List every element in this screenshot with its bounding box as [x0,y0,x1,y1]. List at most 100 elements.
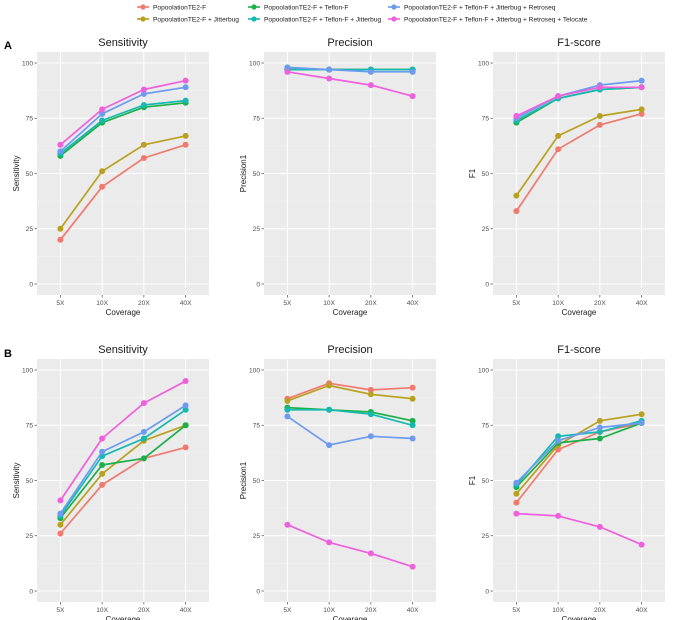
series-line [287,66,413,73]
x-tick-label: 10X [96,607,108,614]
chart-title: Precision [327,37,372,49]
legend-swatch-dot [140,4,146,10]
charts-grid: Sensitivity 0 25 50 75 100 5X 10X 20X 40X Coverage… [12,37,665,620]
x-tick-label: 5X [512,607,521,614]
data-point [638,110,645,117]
series-line [287,70,413,98]
data-point [284,68,291,75]
panel-label-a: A [4,40,12,52]
series-line [516,79,642,120]
y-axis-label: Sensitivity [12,155,21,191]
data-point [638,106,645,113]
data-point [367,433,374,440]
data-point [57,236,64,243]
data-point [513,490,520,497]
data-point [140,141,147,148]
data-point [638,411,645,418]
x-tick-label: 40X [180,300,192,307]
y-tick-label: 0 [485,281,489,288]
series-line [59,409,187,517]
y-tick-label: 50 [26,478,34,485]
data-point [326,442,333,449]
x-axis-label: Coverage [106,615,141,620]
data-point [326,75,333,82]
data-point [638,541,645,548]
y-tick-label: 0 [29,588,33,595]
data-point [555,437,562,444]
legend-item: PopoolationTE2-F + Jitterbug [137,16,239,23]
data-point [99,435,106,442]
legend-item: PopoolationTE2-F + Teflon-F + Jitterbug [248,16,381,23]
data-point [638,84,645,91]
data-point [596,417,603,424]
chart-title: Sensitivity [98,344,148,356]
data-point [57,521,64,528]
chart-title: Precision [327,344,372,356]
data-point [409,417,416,424]
data-point [555,146,562,153]
panel-label-b: B [4,348,12,360]
x-tick-label: 20X [365,607,377,614]
chart-a-precision: Precision 0 25 50 75 100 5X 10X 20X 40X Coverage Pr… [239,37,436,317]
x-tick-label: 5X [56,607,65,614]
y-tick-label: 25 [482,226,490,233]
data-point [140,435,147,442]
chart-a-f1-score: F1-score 0 25 50 75 100 5X 10X 20X 40X Coverage F1 [468,37,665,317]
data-point [513,192,520,199]
data-point [409,395,416,402]
legend-label: PopoolationTE2-F [153,4,206,11]
series-line [59,79,186,146]
legend-label: PopoolationTE2-F + Teflon-F + Jitterbug … [404,4,556,11]
y-tick-label: 100 [22,60,33,67]
y-tick-label: 50 [253,171,261,178]
data-point [513,479,520,486]
x-tick-label: 40X [636,607,648,614]
y-tick-label: 50 [482,478,490,485]
legend-item: PopoolationTE2-F + Teflon-F + Jitterbug … [388,4,556,11]
data-point [596,523,603,530]
x-tick-label: 10X [96,300,108,307]
data-point [513,510,520,517]
data-point [284,397,291,404]
data-point [99,448,106,455]
data-point [409,563,416,570]
y-tick-label: 0 [29,281,33,288]
y-tick-label: 0 [256,588,260,595]
series-line [515,108,642,197]
data-point [140,86,147,93]
x-tick-label: 20X [365,300,377,307]
x-tick-label: 10X [323,300,335,307]
data-point [99,110,106,117]
x-axis-label: Coverage [562,308,597,317]
y-tick-label: 75 [26,116,34,123]
chart-b-f1-score: F1-score 0 25 50 75 100 5X 10X 20X 40X Coverage F1 [468,344,665,620]
data-point [140,101,147,108]
y-axis-label: Sensitivity [12,462,21,498]
data-point [57,530,64,537]
data-point [284,64,291,71]
data-point [367,550,374,557]
data-point [596,428,603,435]
legend-swatch-dot [391,4,397,10]
series-line [59,424,187,519]
data-point [182,378,189,385]
data-point [638,77,645,84]
x-tick-label: 10X [552,607,564,614]
chart-title: F1-score [557,37,600,49]
x-axis-label: Coverage [106,308,141,317]
data-point [596,84,603,91]
data-point [182,97,189,104]
data-point [99,117,106,124]
data-point [409,384,416,391]
x-tick-label: 10X [552,300,564,307]
data-point [182,402,189,409]
y-tick-label: 0 [485,588,489,595]
data-point [182,444,189,451]
data-point [555,433,562,440]
data-point [513,208,520,215]
y-axis-label: F1 [468,168,477,178]
data-point [284,413,291,420]
x-tick-label: 10X [323,607,335,614]
x-tick-label: 20X [594,300,606,307]
data-point [596,121,603,128]
